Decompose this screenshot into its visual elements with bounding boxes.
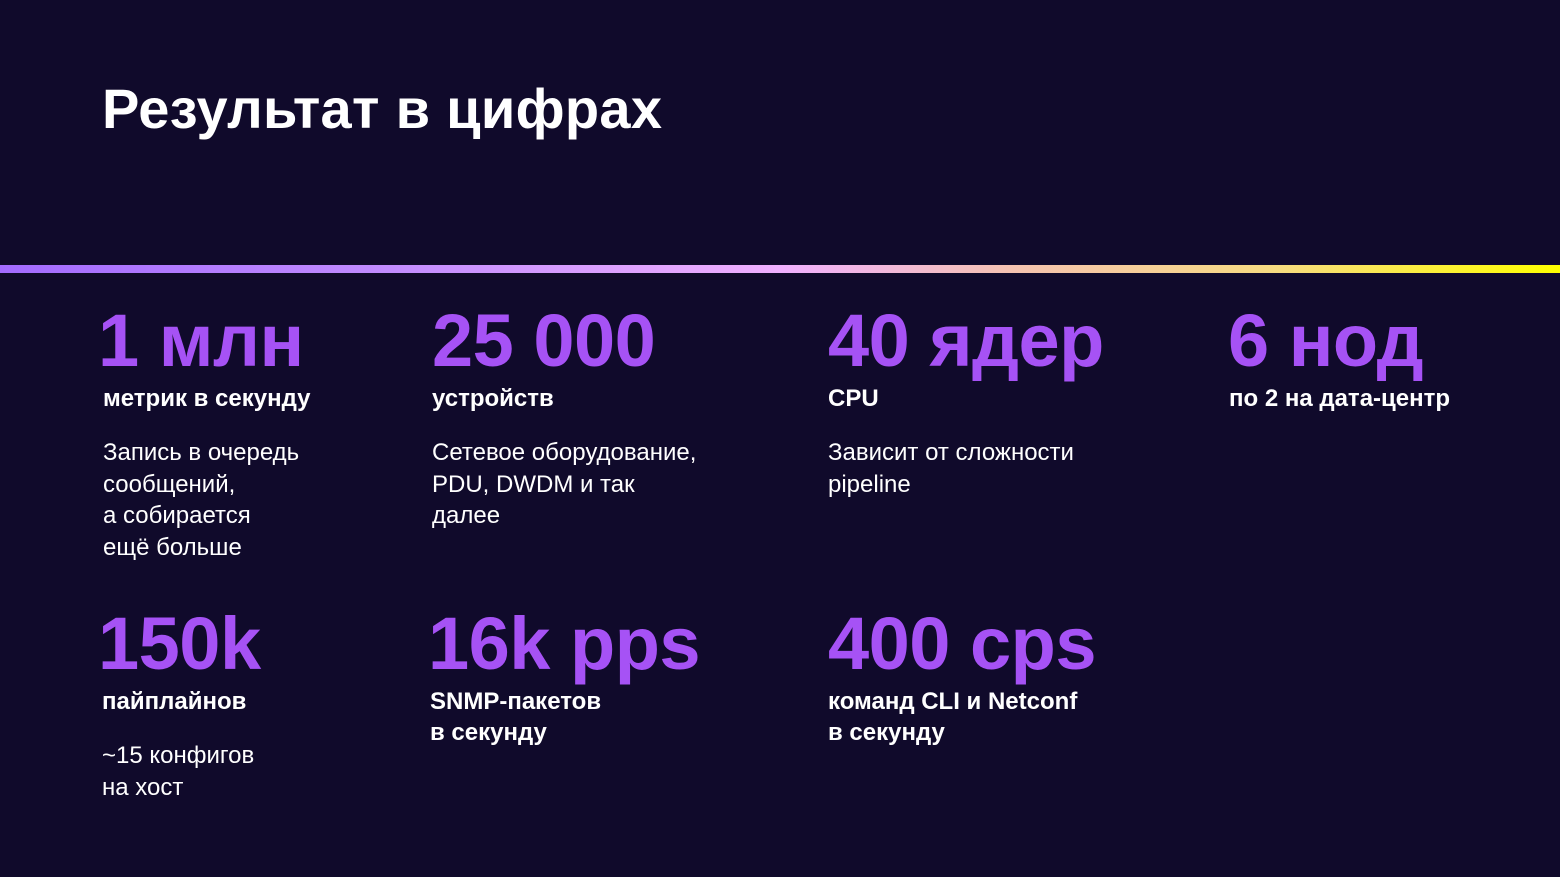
description-line: Зависит от сложности [828,439,1074,466]
stat-value: 40 ядер [828,299,1104,382]
description-line: Сетевое оборудование, [432,439,697,466]
stat-devices: 25 000 устройств Сетевое оборудование, P… [432,301,696,532]
stat-value: 25 000 [432,299,656,382]
stat-cli: 400 cps команд CLI и Netconf в секунду [828,602,1097,748]
stat-label: по 2 на дата-центр [1229,385,1451,412]
stat-value: 150k [98,602,261,685]
stat-label: CPU [828,385,879,412]
stat-label: команд CLI и Netconf в секунду [828,688,1078,746]
stat-value: 400 cps [828,602,1097,685]
stat-label: метрик в секунду [103,385,311,412]
stat-value: 6 нод [1228,299,1424,382]
description-line: на хост [102,773,184,801]
stat-description: ~15 конфигов на хост [102,740,261,803]
stat-description: Запись в очередь сообщений, а собирается… [103,437,310,563]
description-line: pipeline [828,470,911,498]
description-line: а собирается [103,502,251,529]
description-line: ещё больше [103,533,242,561]
stat-description: Зависит от сложности pipeline [828,437,1104,500]
stat-label: пайплайнов [102,688,247,715]
stat-cpu: 40 ядер CPU Зависит от сложности pipelin… [828,301,1104,500]
description-line: сообщений, [103,470,236,498]
stat-pipelines: 150k пайплайнов ~15 конфигов на хост [98,604,261,803]
stat-label: SNMP-пакетов в секунду [430,688,602,746]
description-line: Запись в очередь [103,439,300,466]
description-line: ~15 конфигов [102,742,255,769]
stat-value: 16k pps [428,602,701,685]
stat-nodes: 6 нод по 2 на дата-центр [1228,301,1450,414]
stat-description: Сетевое оборудование, PDU, DWDM и так да… [432,437,696,532]
stat-snmp: 16k pps SNMP-пакетов в секунду [428,602,701,748]
description-line: далее [432,502,501,529]
slide-title: Результат в цифрах [102,77,663,140]
stat-label: устройств [432,385,554,412]
stat-metrics: 1 млн метрик в секунду Запись в очередь … [98,301,310,563]
stat-value: 1 млн [98,299,304,382]
description-line: PDU, DWDM и так [432,470,635,498]
gradient-divider [0,265,1560,273]
